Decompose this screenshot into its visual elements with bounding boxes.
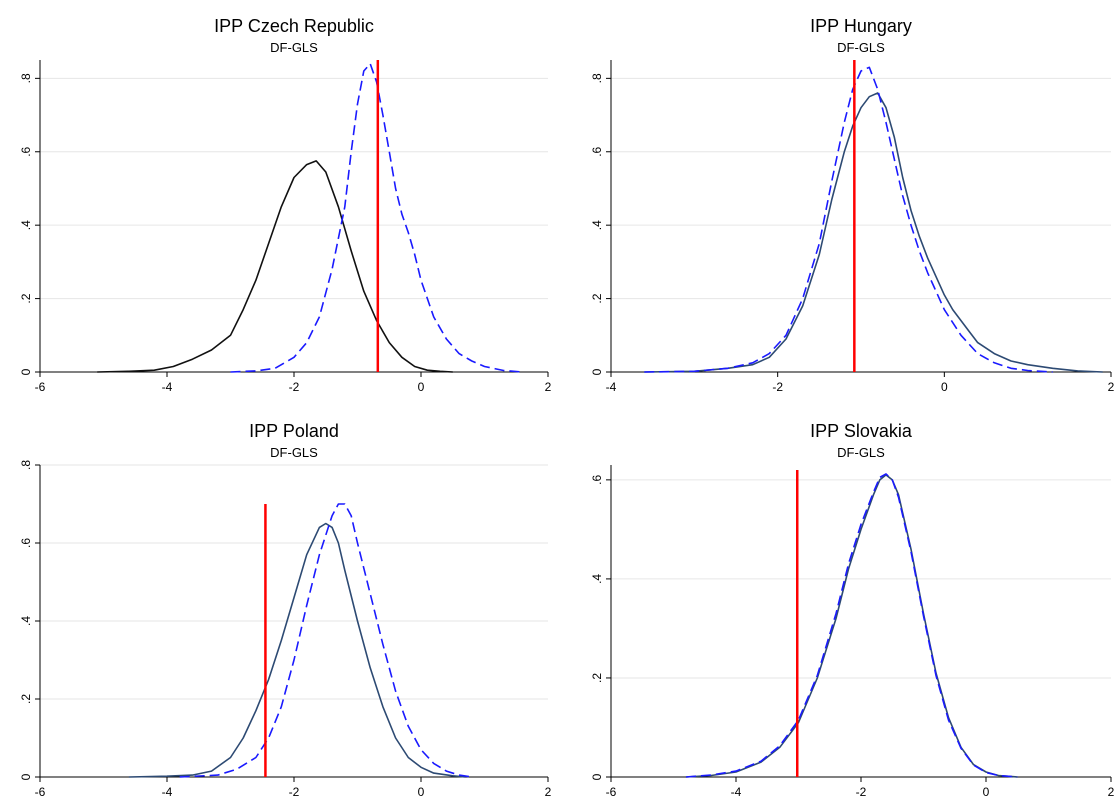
y-tick-label: .6: [590, 146, 604, 156]
density-curve-dashed: [179, 503, 472, 778]
density-curve-dashed: [685, 473, 1018, 778]
density-curve-dashed: [230, 62, 523, 373]
y-tick-label: .2: [19, 694, 33, 704]
panel-hungary: IPP Hungary DF-GLS -4 -2 0 2 0 .2 .4 .6 .8: [563, 0, 1116, 405]
y-tick-label: .8: [19, 73, 33, 83]
chart-subtitle: DF-GLS: [270, 445, 318, 460]
x-tick-label: -6: [606, 785, 617, 799]
y-tick-label: .6: [19, 146, 33, 156]
x-tick-label: -4: [162, 785, 173, 799]
chart-svg: IPP Poland DF-GLS -6 -4 -2 0 2 0 .2 .4 .6 .8: [19, 421, 552, 799]
x-tick-label: -4: [731, 785, 742, 799]
y-tick-label: 0: [590, 368, 604, 375]
chart-subtitle: DF-GLS: [837, 445, 885, 460]
x-tick-label: -4: [606, 380, 617, 394]
chart-svg: IPP Czech Republic DF-GLS -6 -4 -2 0 2 0 .2 .4 .6.…: [19, 16, 552, 394]
x-tick-label: 2: [545, 380, 552, 394]
y-tick-label: .4: [19, 616, 33, 626]
y-tick-label: .4: [590, 220, 604, 230]
y-tick-label: .4: [590, 574, 604, 584]
chart-subtitle: DF-GLS: [270, 40, 318, 55]
x-tick-label: -4: [162, 380, 173, 394]
y-tick-label: .2: [590, 673, 604, 683]
y-tick-label: 0: [19, 773, 33, 780]
density-curve-dashed: [644, 66, 1053, 373]
chart-title: IPP Slovakia: [810, 421, 913, 441]
panel-czech-republic: IPP Czech Republic DF-GLS -6 -4 -2 0 2 0 .2 .4 .6.…: [0, 0, 560, 405]
density-curve-solid: [97, 160, 453, 373]
x-tick-label: -2: [856, 785, 867, 799]
y-tick-label: 0: [590, 773, 604, 780]
x-tick-label: 0: [983, 785, 990, 799]
chart-svg: IPP Slovakia DF-GLS -6 -4 -2 0 2 0 .2 .4 .6: [590, 421, 1115, 799]
density-curve-solid: [644, 92, 1103, 373]
chart-subtitle: DF-GLS: [837, 40, 885, 55]
y-tick-label: .8: [19, 460, 33, 470]
y-tick-label: 0: [19, 368, 33, 375]
y-tick-label: .8: [590, 73, 604, 83]
x-tick-label: 0: [418, 380, 425, 394]
y-tick-label: .4: [19, 220, 33, 230]
chart-svg: IPP Hungary DF-GLS -4 -2 0 2 0 .2 .4 .6 .8: [590, 16, 1115, 394]
x-tick-label: -2: [289, 785, 300, 799]
x-tick-label: 0: [941, 380, 948, 394]
y-tick-label: .2: [590, 293, 604, 303]
panel-slovakia: IPP Slovakia DF-GLS -6 -4 -2 0 2 0 .2 .4 .6: [563, 405, 1116, 810]
x-tick-label: -6: [35, 380, 46, 394]
x-tick-label: 2: [545, 785, 552, 799]
x-tick-label: -6: [35, 785, 46, 799]
chart-title: IPP Hungary: [810, 16, 912, 36]
x-tick-label: 2: [1108, 785, 1115, 799]
panel-poland: IPP Poland DF-GLS -6 -4 -2 0 2 0 .2 .4 .6 .8: [0, 405, 560, 810]
x-tick-label: 2: [1108, 380, 1115, 394]
y-tick-label: .2: [19, 293, 33, 303]
chart-title: IPP Poland: [249, 421, 339, 441]
y-tick-label: .6: [590, 475, 604, 485]
density-curve-solid: [685, 474, 1018, 778]
y-tick-label: .6: [19, 538, 33, 548]
density-curve-solid: [128, 522, 466, 778]
x-tick-label: 0: [418, 785, 425, 799]
x-tick-label: -2: [289, 380, 300, 394]
chart-title: IPP Czech Republic: [214, 16, 374, 36]
x-tick-label: -2: [772, 380, 783, 394]
